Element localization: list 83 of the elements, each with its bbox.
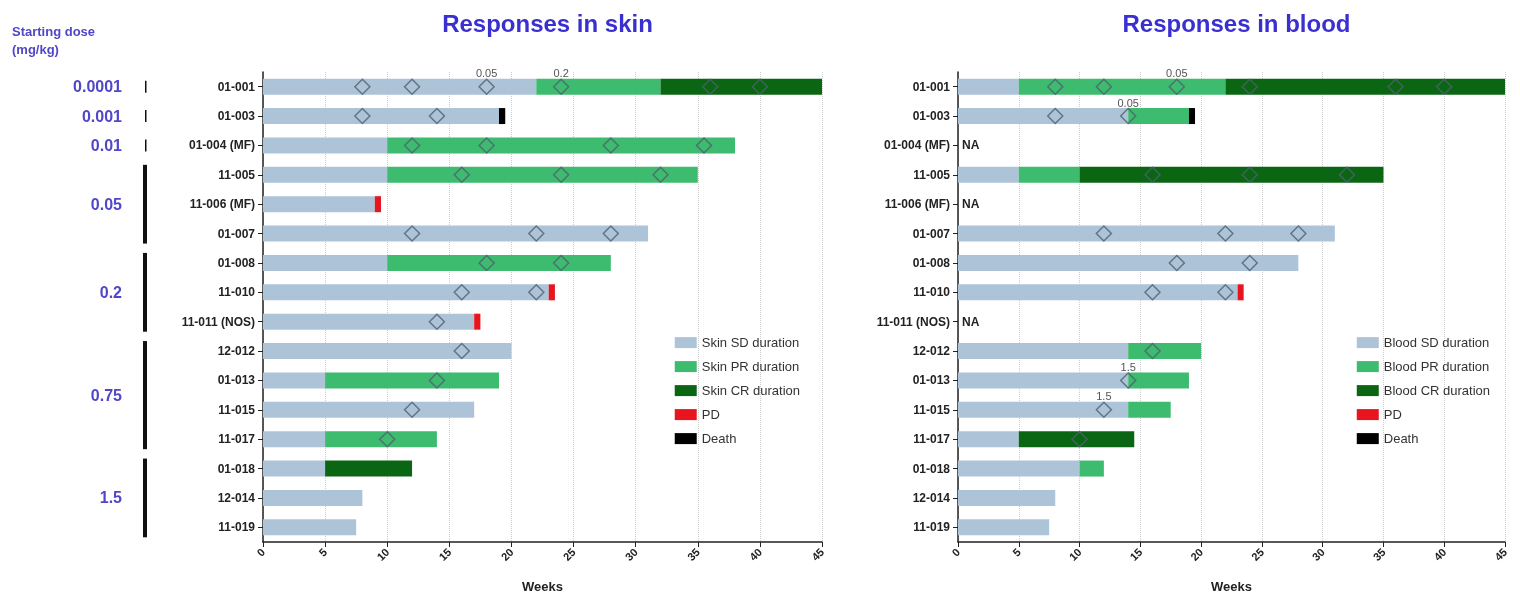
- x-tick-label: 10: [374, 545, 392, 563]
- x-tick-label: 40: [747, 545, 765, 563]
- y-tick-label: 12-014: [217, 490, 256, 505]
- text: 0.001: [81, 107, 123, 125]
- y-tick-label: 11-017: [218, 432, 256, 447]
- legend-label: Skin PR duration: [701, 359, 800, 375]
- legend-label: Death: [1383, 431, 1419, 447]
- y-tick-label: 01-003: [217, 109, 256, 124]
- x-tick-label: 20: [1188, 545, 1206, 563]
- y-tick-label: 12-012: [217, 344, 256, 359]
- y-tick-label: 01-007: [912, 226, 951, 241]
- legend-label: Blood SD duration: [1383, 335, 1490, 351]
- legend-label: PD: [1383, 407, 1402, 423]
- x-tick-label: 0: [949, 545, 963, 559]
- annotation: 0.2: [553, 67, 569, 80]
- y-tick-label: 11-017: [913, 432, 951, 447]
- legend-label: Blood CR duration: [1383, 383, 1491, 399]
- text: 0.05: [90, 195, 123, 213]
- y-tick-label: 11-019: [913, 520, 951, 535]
- x-axis-title: Weeks: [522, 579, 563, 594]
- legend-label: Blood PR duration: [1383, 359, 1490, 375]
- annotation: 0.05: [1166, 67, 1188, 80]
- y-tick-label: 11-015: [913, 402, 951, 417]
- annotation: 1.5: [1120, 360, 1136, 373]
- y-tick-label: 11-011 (NOS): [181, 314, 255, 329]
- text: 0.0001: [73, 78, 123, 96]
- x-tick-label: 30: [622, 545, 640, 563]
- x-tick-label: 45: [809, 545, 827, 563]
- y-tick-label: 01-001: [217, 79, 256, 94]
- x-tick-label: 5: [316, 545, 330, 559]
- annotation: 1.5: [1096, 390, 1112, 403]
- x-tick-label: 15: [1127, 545, 1145, 563]
- y-tick-label: 11-010: [913, 285, 951, 300]
- annotation: NA: [962, 138, 980, 153]
- text: 0.2: [99, 283, 123, 301]
- x-tick-label: 5: [1010, 545, 1024, 559]
- x-tick-label: 40: [1431, 545, 1449, 563]
- x-axis-title: Weeks: [1211, 579, 1252, 594]
- y-tick-label: 01-001: [912, 79, 951, 94]
- x-tick-label: 15: [436, 545, 454, 563]
- y-tick-label: 11-005: [913, 167, 951, 182]
- y-tick-label: 11-006 (MF): [884, 197, 950, 212]
- y-tick-label: 01-008: [217, 255, 256, 270]
- legend-label: PD: [701, 407, 720, 423]
- text: 1.5: [99, 489, 123, 507]
- x-tick-label: 35: [1370, 545, 1388, 563]
- chart-title: Responses in blood: [1122, 9, 1351, 37]
- y-tick-label: 01-004 (MF): [188, 138, 255, 153]
- x-tick-label: 45: [1492, 545, 1510, 563]
- x-tick-label: 0: [254, 545, 268, 559]
- annotation: 0.05: [1117, 96, 1139, 109]
- x-tick-label: 20: [498, 545, 516, 563]
- chart-title: Responses in skin: [442, 9, 653, 37]
- legend-label: Death: [701, 431, 737, 447]
- y-tick-label: 11-006 (MF): [189, 197, 255, 212]
- y-tick-label: 12-014: [912, 490, 951, 505]
- legend-label: Skin CR duration: [701, 383, 801, 399]
- annotation: NA: [962, 197, 980, 212]
- y-tick-label: 01-007: [217, 226, 256, 241]
- y-tick-label: 01-013: [912, 373, 951, 388]
- x-tick-label: 25: [1249, 545, 1267, 563]
- text: 0.75: [90, 386, 123, 404]
- y-tick-label: 01-018: [912, 461, 951, 476]
- x-tick-label: 35: [684, 545, 703, 563]
- y-tick-label: 11-011 (NOS): [876, 314, 950, 329]
- y-tick-label: 01-013: [217, 373, 256, 388]
- text: Starting dose (mg/kg): [12, 23, 99, 57]
- y-tick-label: 11-010: [218, 285, 256, 300]
- y-tick-label: 01-018: [217, 461, 256, 476]
- annotation: NA: [962, 314, 980, 329]
- y-tick-label: 11-005: [218, 167, 256, 182]
- y-tick-label: 01-003: [912, 109, 951, 124]
- x-tick-label: 10: [1066, 545, 1084, 563]
- x-tick-label: 25: [560, 545, 578, 563]
- y-tick-label: 11-015: [218, 402, 256, 417]
- annotation: 0.05: [475, 67, 498, 80]
- y-tick-label: 01-008: [912, 255, 951, 270]
- x-tick-label: 30: [1309, 545, 1327, 563]
- legend-label: Skin SD duration: [701, 335, 800, 351]
- text: 0.01: [90, 136, 123, 154]
- y-tick-label: 12-012: [912, 344, 951, 359]
- y-tick-label: 11-019: [218, 520, 256, 535]
- y-tick-label: 01-004 (MF): [883, 138, 950, 153]
